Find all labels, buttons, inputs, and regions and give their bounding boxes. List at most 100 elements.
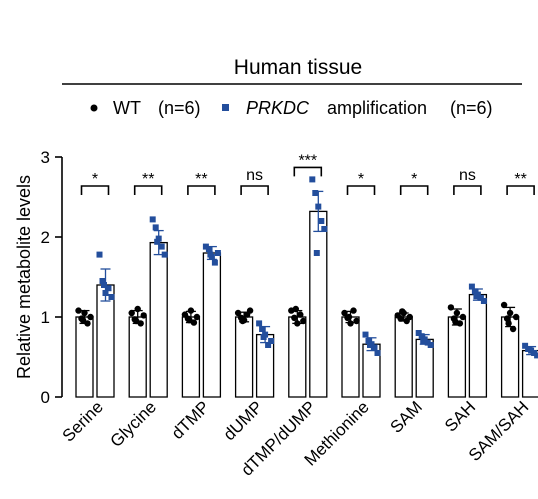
data-point-wt xyxy=(294,320,301,327)
data-point-wt xyxy=(347,320,354,327)
data-point-wt xyxy=(447,304,455,311)
legend-amp-gene: PRKDC xyxy=(246,98,310,118)
bar-wt xyxy=(447,316,467,398)
data-point-wt xyxy=(186,317,193,324)
significance-label: ns xyxy=(246,167,263,184)
data-point-amp xyxy=(102,290,109,296)
data-point-wt xyxy=(459,313,467,321)
y-axis-label: Relative metabolite levels xyxy=(14,175,34,379)
data-point-wt xyxy=(512,313,520,321)
x-category-label: Serine xyxy=(59,397,107,445)
data-point-wt xyxy=(79,317,87,324)
data-point-wt xyxy=(350,307,357,314)
data-point-amp xyxy=(256,320,263,327)
data-point-wt xyxy=(81,309,88,317)
data-point-wt xyxy=(300,317,307,325)
bar-amp xyxy=(149,241,168,398)
data-point-amp xyxy=(468,283,475,290)
data-point-wt xyxy=(341,309,348,317)
x-category-label: Glycine xyxy=(107,397,161,451)
data-point-amp xyxy=(265,342,272,348)
data-point-amp xyxy=(268,338,275,344)
legend-wt-n: (n=6) xyxy=(158,98,201,118)
data-point-amp xyxy=(158,243,165,250)
significance-label: *** xyxy=(298,152,317,169)
data-point-amp xyxy=(374,350,381,356)
data-point-amp xyxy=(427,342,434,348)
bar-amp xyxy=(468,293,488,398)
bar-wt xyxy=(181,316,201,398)
data-point-amp xyxy=(309,176,316,183)
data-point-wt xyxy=(345,313,353,321)
significance-bracket xyxy=(80,185,110,195)
data-point-wt xyxy=(453,309,461,317)
y-tick-label: 1 xyxy=(41,308,50,327)
significance-label: ** xyxy=(142,171,154,188)
data-point-amp xyxy=(161,251,168,258)
data-point-amp xyxy=(522,342,529,349)
significance-bracket xyxy=(133,185,163,195)
significance-label: ** xyxy=(514,171,526,188)
data-point-amp xyxy=(313,250,320,256)
chart-title: Human tissue xyxy=(234,56,362,79)
data-point-wt xyxy=(292,305,299,313)
data-point-amp xyxy=(534,352,538,359)
data-point-amp xyxy=(315,203,322,210)
significance-bracket xyxy=(453,185,482,195)
x-category-label: dTMP xyxy=(168,397,213,442)
bar-amp xyxy=(202,252,222,398)
data-point-wt xyxy=(128,309,135,317)
legend-amp-marker xyxy=(222,104,229,111)
data-point-wt xyxy=(297,311,304,318)
data-point-wt xyxy=(187,307,195,314)
x-category-label: SAH xyxy=(441,397,479,435)
data-point-amp xyxy=(477,294,484,301)
data-point-amp xyxy=(105,285,112,292)
significance-bracket xyxy=(187,185,216,195)
data-point-amp xyxy=(99,278,106,284)
plot-area: 0123*Serine**Glycine**dTMPnsdUMP***dTMP/… xyxy=(41,148,538,480)
data-point-amp xyxy=(415,330,422,336)
legend-amp-n: (n=6) xyxy=(450,98,493,118)
data-point-wt xyxy=(87,313,94,321)
data-point-wt xyxy=(234,309,242,317)
bar-wt xyxy=(288,316,307,398)
significance-bracket xyxy=(293,166,323,177)
data-point-amp xyxy=(207,251,214,258)
data-point-amp xyxy=(321,226,328,232)
bar-wt xyxy=(128,316,147,398)
data-point-wt xyxy=(84,320,91,327)
data-point-amp xyxy=(96,251,103,258)
data-point-amp xyxy=(473,293,480,300)
data-point-amp xyxy=(367,342,373,348)
legend: WT (n=6) PRKDC amplification (n=6) xyxy=(90,98,493,118)
significance-label: ns xyxy=(459,167,476,184)
data-point-amp xyxy=(152,224,159,231)
bar-amp xyxy=(309,210,328,398)
data-point-wt xyxy=(500,301,508,309)
data-point-wt xyxy=(397,315,404,322)
x-category-label: SAM xyxy=(387,397,426,436)
data-point-wt xyxy=(291,314,298,321)
data-point-amp xyxy=(259,326,266,332)
data-point-wt xyxy=(239,317,246,325)
y-tick-label: 0 xyxy=(41,388,50,407)
significance-label: ** xyxy=(195,171,207,188)
significance-bracket xyxy=(240,185,269,195)
data-point-wt xyxy=(452,318,459,325)
data-point-amp xyxy=(471,288,478,295)
y-tick-label: 3 xyxy=(41,148,50,167)
data-point-amp xyxy=(154,238,161,245)
significance-bracket xyxy=(399,185,429,195)
significance-bracket xyxy=(506,185,535,195)
data-point-wt xyxy=(75,307,82,314)
data-point-amp xyxy=(418,333,425,340)
data-point-amp xyxy=(362,331,369,338)
data-point-wt xyxy=(406,313,413,321)
data-point-amp xyxy=(155,235,162,242)
legend-wt-label: WT xyxy=(113,98,141,118)
data-point-wt xyxy=(133,317,140,325)
data-point-amp xyxy=(480,298,487,304)
data-point-amp xyxy=(526,346,533,352)
